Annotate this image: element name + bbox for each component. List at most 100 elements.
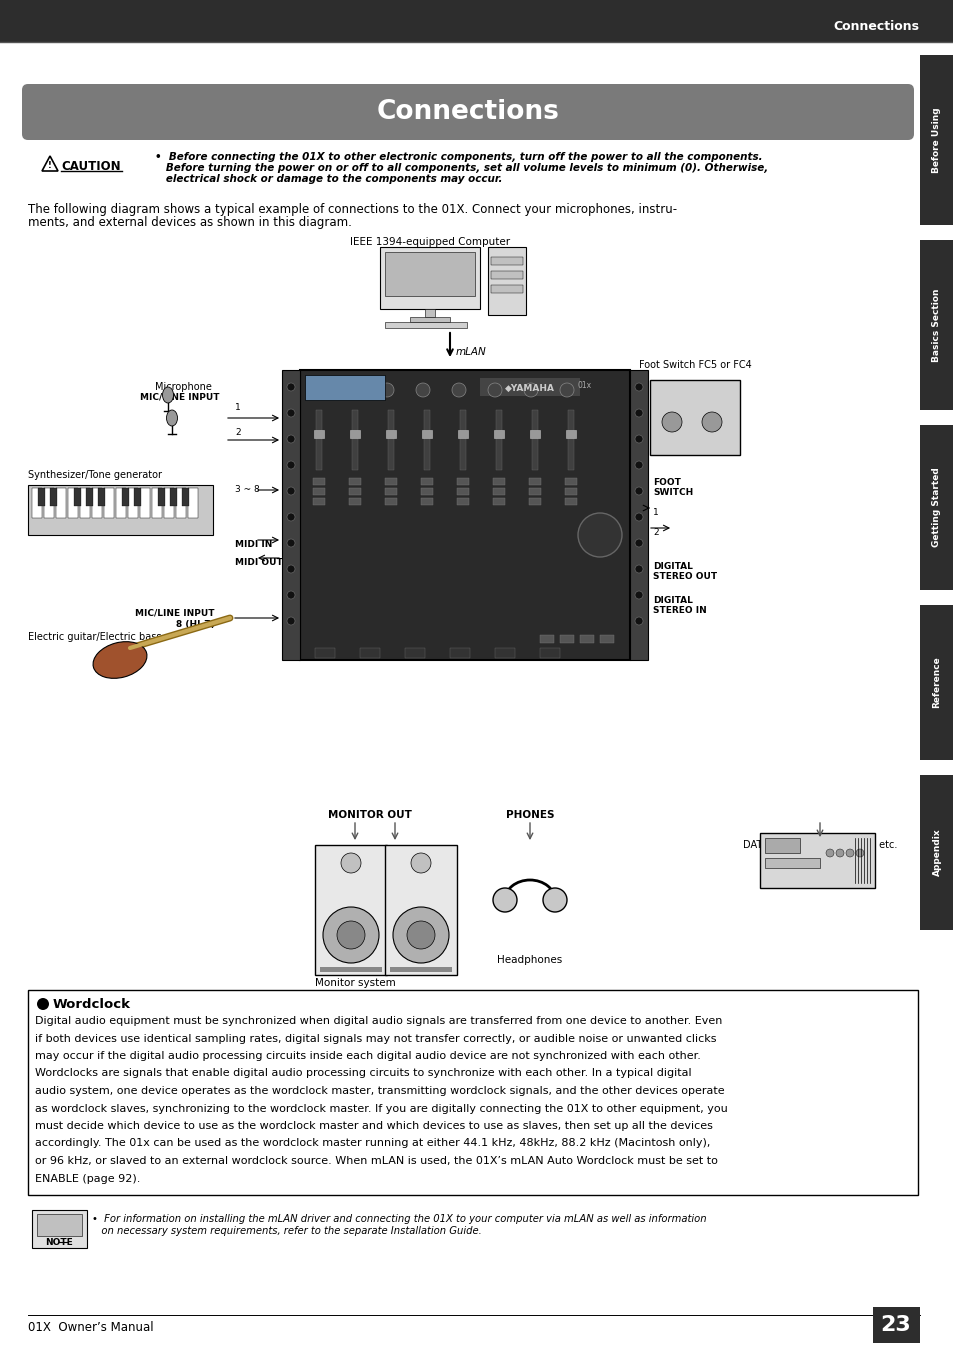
Bar [559, 635, 574, 643]
Text: •  For information on installing the mLAN driver and connecting the 01X to your : • For information on installing the mLAN… [91, 1215, 706, 1224]
Bar [182, 488, 189, 507]
Bar [56, 488, 66, 517]
Bar [390, 967, 452, 971]
Bar [385, 253, 475, 296]
Bar [28, 990, 917, 1196]
Bar [539, 648, 559, 658]
Circle shape [407, 921, 435, 948]
Bar [158, 488, 165, 507]
Bar [493, 499, 504, 505]
Text: accordingly. The 01x can be used as the wordclock master running at either 44.1 : accordingly. The 01x can be used as the … [35, 1139, 710, 1148]
Circle shape [542, 888, 566, 912]
Circle shape [523, 382, 537, 397]
Bar [175, 488, 186, 517]
Text: 1: 1 [234, 403, 240, 412]
Bar [164, 488, 173, 517]
Bar [457, 430, 468, 438]
Text: STEREO IN: STEREO IN [652, 607, 706, 615]
Bar [299, 370, 629, 661]
Bar [385, 488, 396, 494]
Circle shape [287, 486, 294, 494]
Circle shape [411, 852, 431, 873]
Text: •  Before connecting the 01X to other electronic components, turn off the power : • Before connecting the 01X to other ele… [154, 153, 761, 162]
Text: Digital audio equipment must be synchronized when digital audio signals are tran: Digital audio equipment must be synchron… [35, 1016, 721, 1025]
Bar [74, 488, 81, 507]
Bar [421, 430, 432, 438]
Text: Getting Started: Getting Started [931, 467, 941, 547]
Circle shape [287, 617, 294, 626]
Bar [410, 317, 450, 322]
Circle shape [416, 382, 430, 397]
Bar [44, 488, 54, 517]
Bar [420, 488, 433, 494]
Bar [760, 834, 874, 888]
Bar [532, 409, 537, 470]
Text: may occur if the digital audio processing circuits inside each digital audio dev: may occur if the digital audio processin… [35, 1051, 700, 1061]
Text: IEEE 1394-equipped Computer: IEEE 1394-equipped Computer [350, 236, 510, 247]
Text: electrical shock or damage to the components may occur.: electrical shock or damage to the compon… [154, 174, 502, 184]
Circle shape [287, 539, 294, 547]
Bar [564, 478, 577, 485]
Bar [122, 488, 129, 507]
Text: Synthesizer/Tone generator: Synthesizer/Tone generator [28, 470, 162, 480]
Text: Appendix: Appendix [931, 828, 941, 877]
Circle shape [635, 461, 642, 469]
Bar [128, 488, 138, 517]
Bar [80, 488, 90, 517]
Bar [349, 488, 360, 494]
Bar [282, 370, 299, 661]
Circle shape [287, 435, 294, 443]
Bar [350, 430, 359, 438]
Bar [91, 488, 102, 517]
Ellipse shape [167, 409, 177, 426]
Bar [388, 409, 394, 470]
Bar [349, 478, 360, 485]
Bar [424, 309, 435, 317]
Text: mLAN: mLAN [456, 347, 486, 357]
Circle shape [635, 486, 642, 494]
Bar [564, 499, 577, 505]
Text: audio system, one device operates as the wordclock master, transmitting wordcloc: audio system, one device operates as the… [35, 1086, 724, 1096]
Bar [493, 488, 504, 494]
Bar [315, 409, 322, 470]
Circle shape [635, 539, 642, 547]
Bar [405, 648, 424, 658]
Text: 01x: 01x [578, 381, 592, 389]
Ellipse shape [162, 386, 173, 403]
Bar [359, 648, 379, 658]
Bar [314, 430, 324, 438]
Bar [529, 478, 540, 485]
Circle shape [340, 852, 360, 873]
Bar [379, 247, 479, 309]
Bar [599, 635, 614, 643]
Circle shape [825, 848, 833, 857]
Bar [28, 485, 213, 535]
FancyBboxPatch shape [22, 84, 913, 141]
Bar [539, 635, 554, 643]
Bar [479, 378, 579, 396]
Text: MIC/LINE INPUT: MIC/LINE INPUT [135, 608, 214, 617]
Circle shape [661, 412, 681, 432]
Bar [37, 1215, 82, 1236]
Text: Microphone: Microphone [154, 382, 212, 392]
Text: 3 ~ 8: 3 ~ 8 [234, 485, 259, 494]
Bar [314, 844, 387, 975]
Text: Before turning the power on or off to all components, set all volume levels to m: Before turning the power on or off to al… [154, 163, 767, 173]
Bar [32, 488, 42, 517]
Circle shape [344, 382, 357, 397]
Text: must decide which device to use as the wordclock master and which devices to use: must decide which device to use as the w… [35, 1121, 712, 1131]
Bar [86, 488, 92, 507]
Text: 8 (HI-Z): 8 (HI-Z) [176, 620, 214, 630]
Text: Wordclock: Wordclock [53, 998, 131, 1011]
Text: Wordclocks are signals that enable digital audio processing circuits to synchron: Wordclocks are signals that enable digit… [35, 1069, 691, 1078]
Bar [305, 376, 385, 400]
Text: on necessary system requirements, refer to the separate Installation Guide.: on necessary system requirements, refer … [91, 1225, 481, 1236]
Text: MIDI IN: MIDI IN [234, 540, 273, 549]
Bar [459, 409, 465, 470]
Circle shape [336, 921, 365, 948]
Bar [565, 430, 576, 438]
Bar [919, 605, 953, 761]
Circle shape [635, 435, 642, 443]
Circle shape [559, 382, 574, 397]
Circle shape [452, 382, 465, 397]
